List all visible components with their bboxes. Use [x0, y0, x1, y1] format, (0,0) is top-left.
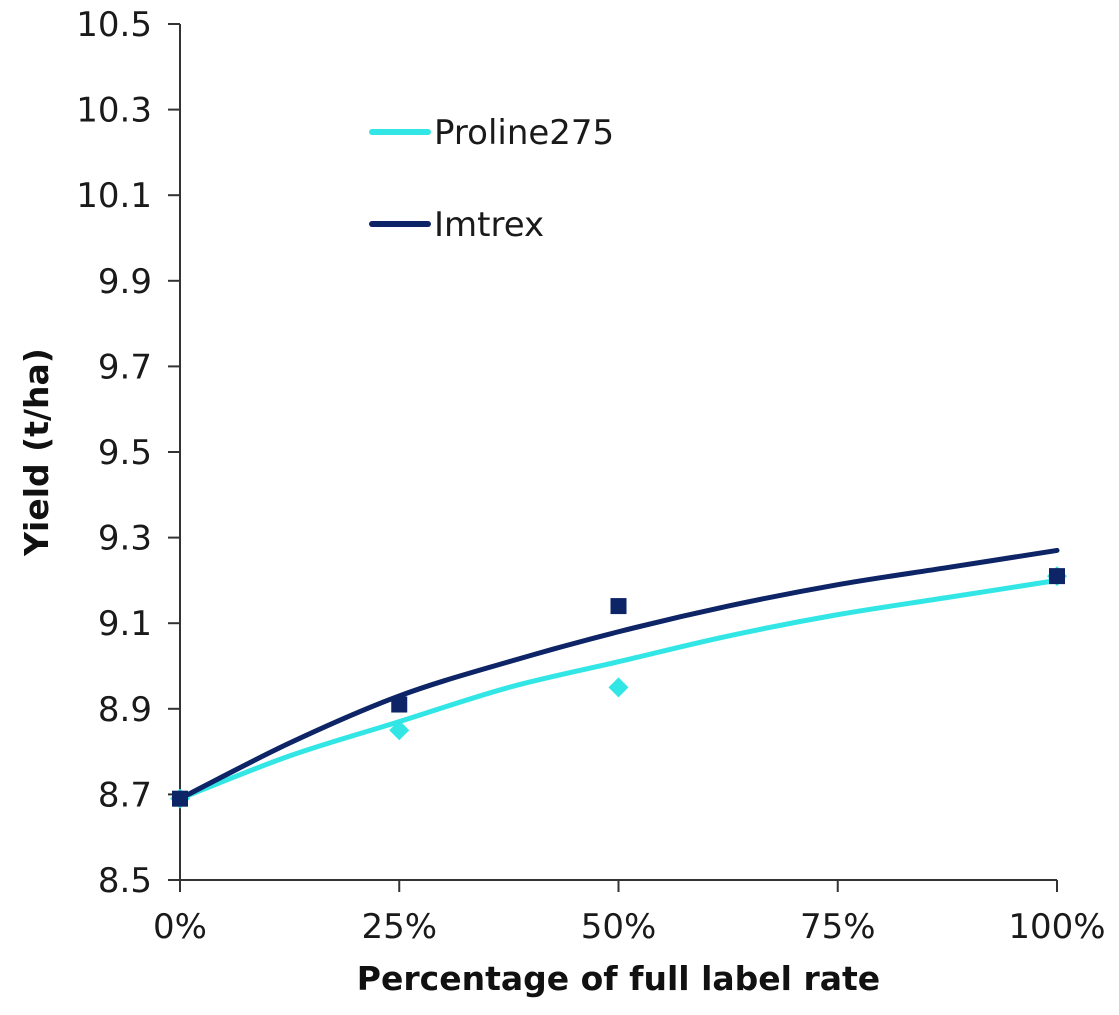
legend-label-proline275: Proline275 [434, 113, 614, 153]
y-tick-label: 9.9 [98, 262, 152, 302]
data-point-imtrex [1049, 568, 1065, 585]
y-tick-label: 9.5 [98, 433, 152, 473]
x-tick-label: 75% [800, 907, 876, 947]
x-tick-label: 25% [361, 907, 437, 947]
y-axis-group: 8.5 8.7 8.9 9.1 9.3 9.5 9.7 9.9 10.1 10.3 10.5 [76, 5, 180, 901]
y-tick-label: 8.9 [98, 690, 152, 730]
x-tick-label: 0% [153, 907, 207, 947]
data-point-imtrex [172, 790, 188, 807]
y-tick-label: 8.5 [98, 861, 152, 901]
data-point-proline275 [389, 720, 410, 741]
data-point-proline275 [608, 677, 629, 698]
y-tick-label: 9.1 [98, 604, 152, 644]
y-tick-label: 10.5 [76, 5, 152, 45]
y-tick-label: 10.1 [76, 176, 152, 216]
y-tick-label: 9.3 [98, 519, 152, 559]
x-tick-label: 100% [1008, 907, 1105, 947]
y-axis-title: Yield (t/ha) [17, 348, 56, 557]
y-tick-label: 10.3 [76, 91, 152, 131]
y-tick-label: 8.7 [98, 775, 152, 815]
x-tick-label: 50% [581, 907, 657, 947]
trendlines [177, 547, 1060, 802]
legend-label-imtrex: Imtrex [434, 205, 544, 245]
trendline-imtrex [177, 547, 1060, 802]
trendline-proline275 [177, 577, 1060, 802]
x-axis-group: 0% 25% 50% 75% 100% [153, 880, 1106, 947]
y-tick-label: 9.7 [98, 347, 152, 387]
data-markers [170, 566, 1067, 809]
data-point-imtrex [610, 598, 627, 615]
data-point-imtrex [391, 696, 408, 713]
x-axis-title: Percentage of full label rate [357, 959, 880, 998]
legend: Proline275 Imtrex [369, 113, 614, 245]
